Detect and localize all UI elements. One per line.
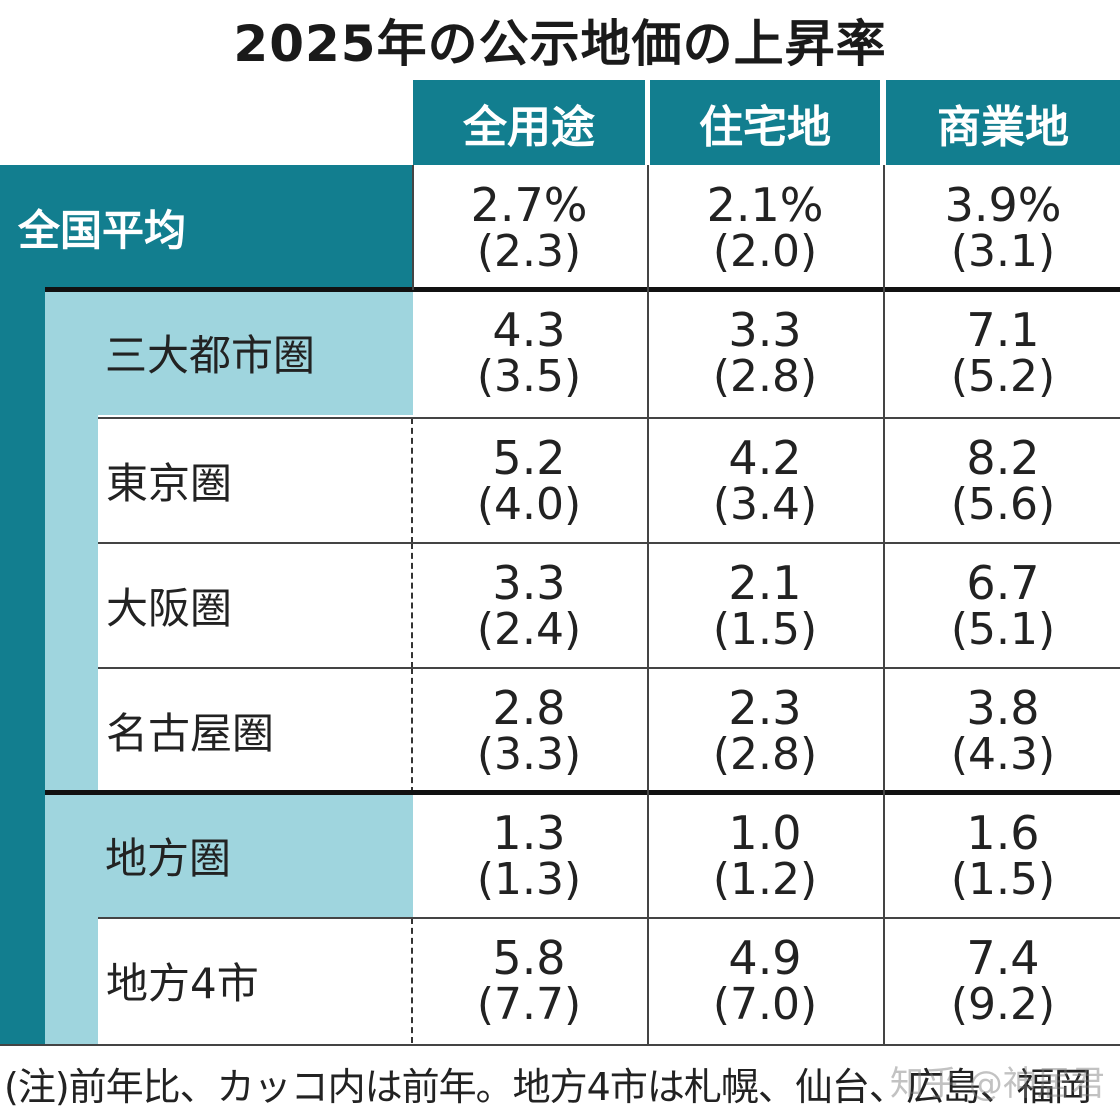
table-cell: 3.8 (4.3): [886, 668, 1120, 793]
band-group: [45, 290, 98, 1045]
cell-value: 2.3: [728, 680, 802, 735]
row-label: 三大都市圏: [45, 290, 413, 415]
table-cell: 2.3 (2.8): [650, 668, 880, 793]
row-label: 名古屋圏: [98, 668, 413, 793]
cell-previous-value: (2.4): [476, 603, 582, 655]
band-national: [0, 165, 45, 1045]
cell-previous-value: (3.1): [950, 225, 1056, 277]
cell-value: 3.9%: [944, 177, 1062, 232]
table-cell: 1.3 (1.3): [413, 793, 645, 918]
column-divider: [883, 165, 885, 1045]
table-cell: 5.2 (4.0): [413, 418, 645, 543]
table-cell: 1.6 (1.5): [886, 793, 1120, 918]
cell-value: 6.7: [966, 555, 1040, 610]
cell-value: 3.8: [966, 680, 1040, 735]
header-gap: [645, 80, 650, 165]
cell-value: 1.0: [728, 805, 802, 860]
row-divider: [98, 542, 1120, 544]
cell-value: 2.1%: [706, 177, 824, 232]
footnote: (注)前年比、カッコ内は前年。地方4市は札幌、仙台、広島、福岡: [4, 1065, 1092, 1109]
table-cell: 4.2 (3.4): [650, 418, 880, 543]
table-cell: 5.8 (7.7): [413, 918, 645, 1043]
cell-value: 1.3: [492, 805, 566, 860]
column-header: 商業地: [886, 80, 1120, 165]
row-label: 大阪圏: [98, 543, 413, 668]
table-cell: 2.8 (3.3): [413, 668, 645, 793]
row-label: 東京圏: [98, 418, 413, 543]
cell-value: 4.9: [728, 930, 802, 985]
table-cell: 6.7 (5.1): [886, 543, 1120, 668]
column-divider: [412, 165, 414, 290]
cell-value: 7.1: [966, 302, 1040, 357]
cell-value: 4.3: [492, 302, 566, 357]
cell-previous-value: (7.0): [712, 978, 818, 1030]
cell-previous-value: (3.5): [476, 350, 582, 402]
table-cell: 2.1% (2.0): [650, 165, 880, 290]
row-divider: [45, 287, 1120, 292]
cell-previous-value: (5.2): [950, 350, 1056, 402]
cell-previous-value: (2.0): [712, 225, 818, 277]
cell-previous-value: (1.5): [950, 853, 1056, 905]
chart-title: 2025年の公示地価の上昇率: [233, 15, 887, 73]
table-cell: 2.1 (1.5): [650, 543, 880, 668]
cell-value: 4.2: [728, 430, 802, 485]
cell-previous-value: (3.4): [712, 478, 818, 530]
cell-previous-value: (2.8): [712, 350, 818, 402]
cell-value: 2.7%: [470, 177, 588, 232]
cell-value: 7.4: [966, 930, 1040, 985]
row-label: 地方4市: [98, 918, 413, 1043]
cell-previous-value: (3.3): [476, 728, 582, 780]
cell-previous-value: (5.1): [950, 603, 1056, 655]
header-gap: [881, 80, 886, 165]
cell-value: 1.6: [966, 805, 1040, 860]
row-divider: [98, 417, 1120, 419]
table-cell: 3.3 (2.4): [413, 543, 645, 668]
table-cell: 3.9% (3.1): [886, 165, 1120, 290]
table-cell: 8.2 (5.6): [886, 418, 1120, 543]
row-divider: [45, 790, 1120, 795]
column-header: 住宅地: [650, 80, 880, 165]
table-cell: 2.7% (2.3): [413, 165, 645, 290]
cell-previous-value: (7.7): [476, 978, 582, 1030]
cell-previous-value: (2.3): [476, 225, 582, 277]
table-bottom-border: [0, 1044, 1120, 1046]
cell-previous-value: (1.2): [712, 853, 818, 905]
column-divider: [647, 165, 649, 1045]
table-cell: 3.3 (2.8): [650, 290, 880, 415]
table-cell: 1.0 (1.2): [650, 793, 880, 918]
cell-previous-value: (9.2): [950, 978, 1056, 1030]
table-cell: 4.9 (7.0): [650, 918, 880, 1043]
cell-value: 3.3: [492, 555, 566, 610]
row-label: 全国平均: [0, 165, 413, 290]
row-divider: [98, 917, 1120, 919]
cell-previous-value: (2.8): [712, 728, 818, 780]
table-cell: 4.3 (3.5): [413, 290, 645, 415]
watermark: 知乎 @神居君: [890, 1064, 1105, 1104]
cell-previous-value: (4.0): [476, 478, 582, 530]
cell-previous-value: (4.3): [950, 728, 1056, 780]
cell-value: 2.8: [492, 680, 566, 735]
cell-previous-value: (1.5): [712, 603, 818, 655]
cell-value: 3.3: [728, 302, 802, 357]
cell-value: 5.2: [492, 430, 566, 485]
table-cell: 7.4 (9.2): [886, 918, 1120, 1043]
column-header: 全用途: [413, 80, 645, 165]
cell-value: 5.8: [492, 930, 566, 985]
row-label: 地方圏: [45, 793, 413, 918]
cell-previous-value: (1.3): [476, 853, 582, 905]
cell-value: 8.2: [966, 430, 1040, 485]
row-divider: [98, 667, 1120, 669]
cell-previous-value: (5.6): [950, 478, 1056, 530]
table-cell: 7.1 (5.2): [886, 290, 1120, 415]
cell-value: 2.1: [728, 555, 802, 610]
